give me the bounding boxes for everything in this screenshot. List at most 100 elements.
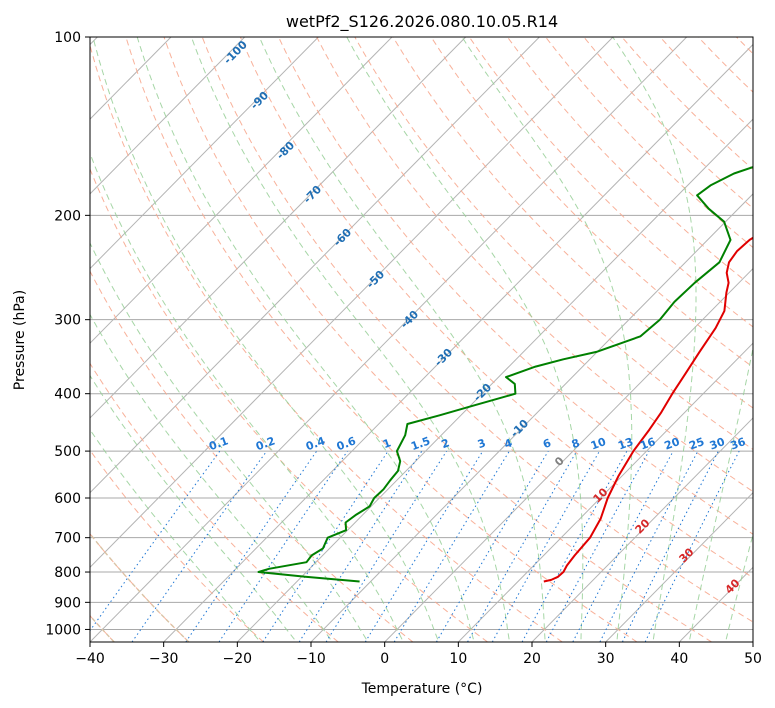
- mixing-ratio-label: 0.1: [207, 434, 230, 453]
- y-tick-label: 400: [54, 387, 81, 403]
- dry-adiabat-line: [90, 167, 488, 642]
- y-tick-label: 500: [54, 444, 81, 460]
- mixing-ratio-line: [393, 450, 510, 642]
- mixing-ratio-label: 8: [570, 436, 582, 451]
- moist-adiabat-line: [258, 37, 546, 640]
- isotherm-line: [236, 118, 753, 642]
- mixing-ratio-label: 30: [708, 435, 727, 453]
- sounding-profiles: [257, 166, 753, 583]
- isotherm-line: [163, 43, 753, 642]
- x-tick-label: 20: [523, 651, 541, 667]
- mixing-ratio-label: 20: [663, 435, 682, 453]
- moist-adiabat-line: [725, 532, 753, 640]
- y-axis-label: Pressure (hPa): [12, 290, 28, 390]
- mixing-ratio-line: [364, 450, 484, 642]
- mixing-ratio-line: [298, 450, 423, 642]
- y-tick-label: 300: [54, 313, 81, 329]
- isotherm-line: [90, 37, 540, 494]
- mixing-ratio-line: [325, 450, 448, 642]
- isotherm-line: [90, 37, 614, 568]
- mixing-ratio-label: 1.5: [409, 434, 432, 453]
- mixing-ratio-line: [90, 450, 221, 632]
- x-tick-label: 40: [670, 651, 688, 667]
- isotherm-line: [384, 267, 753, 642]
- isotherm-line: [752, 641, 753, 642]
- mixing-ratio-line: [131, 450, 268, 642]
- isotherm-line: [90, 37, 688, 642]
- y-tick-label: 600: [54, 491, 81, 507]
- isotherm-line: [90, 37, 393, 344]
- mixing-ratio-label: 6: [541, 436, 553, 451]
- y-tick-label: 700: [54, 531, 81, 547]
- moist-adiabat-line: [136, 37, 474, 640]
- y-tick-label: 800: [54, 565, 81, 581]
- background-lines: [90, 37, 753, 642]
- moist-adiabat-line: [346, 37, 584, 640]
- y-tick-label: 1000: [45, 622, 81, 638]
- isotherm-line: [90, 37, 467, 419]
- x-tick-label: −30: [149, 651, 179, 667]
- plot-frame: [89, 36, 754, 643]
- dry-adiabat-line: [583, 37, 753, 209]
- dry-adiabat-line: [201, 37, 753, 623]
- moist-adiabat-line: [689, 345, 753, 640]
- mixing-ratio-label: 0.6: [335, 434, 358, 453]
- dry-adiabat-line: [468, 37, 753, 328]
- mixing-ratio-line: [545, 450, 650, 642]
- mixing-ratio-label: 1: [381, 436, 393, 451]
- mixing-ratio-label: 0.2: [254, 434, 277, 453]
- x-tick-label: 50: [744, 651, 762, 667]
- dry-adiabat-line: [430, 37, 753, 368]
- dewpoint-line: [257, 166, 753, 583]
- y-tick-label: 200: [54, 208, 81, 224]
- x-tick-label: 30: [597, 651, 615, 667]
- mixing-ratio-label: 3: [476, 436, 488, 451]
- isotherm-line: [457, 342, 753, 642]
- mixing-ratio-line: [467, 450, 578, 642]
- y-tick-label: 900: [54, 595, 81, 611]
- dry-adiabat-line: [125, 37, 638, 642]
- moist-adiabat-line: [612, 37, 697, 640]
- dry-adiabat-line: [163, 37, 712, 642]
- dry-adiabat-line: [90, 449, 264, 642]
- isotherm-line: [90, 37, 319, 270]
- plot-background: [90, 37, 753, 642]
- x-tick-label: −20: [223, 651, 253, 667]
- mixing-ratio-label: 4: [502, 436, 514, 451]
- moist-adiabat-line: [90, 428, 259, 640]
- isotherm-line: [90, 37, 246, 195]
- dry-adiabat-line: [354, 37, 753, 451]
- dry-adiabat-line: [392, 37, 753, 409]
- isotherm-line: [531, 417, 753, 642]
- axis-ticks: −40 −30 −20 −10 0 10 20 30 40 5010020030040050060…: [45, 30, 762, 667]
- temperature-line: [543, 236, 753, 583]
- x-tick-label: 0: [380, 651, 389, 667]
- mixing-ratio-label: 10: [589, 435, 608, 453]
- moist-adiabat-line: [90, 152, 403, 640]
- mixing-ratio-label: 2: [440, 436, 452, 451]
- mixing-ratio-label: 25: [687, 435, 706, 452]
- dry-adiabat-line: [90, 270, 414, 642]
- mixing-ratio-line: [521, 450, 628, 642]
- moist-adiabat-line: [461, 37, 633, 640]
- x-axis-label: Temperature (°C): [361, 681, 483, 697]
- moist-adiabat-line: [90, 241, 367, 640]
- mixing-ratio-label: 0.4: [304, 434, 327, 453]
- moist-adiabat-line: [92, 37, 439, 640]
- mixing-ratio-label: 16: [638, 435, 657, 453]
- dry-adiabat-line: [239, 37, 753, 579]
- mixing-ratio-line: [491, 450, 600, 642]
- x-tick-label: 10: [449, 651, 467, 667]
- dry-adiabat-line: [545, 37, 753, 249]
- mixing-ratio-label: 36: [729, 435, 748, 453]
- moist-adiabat-line: [190, 37, 510, 640]
- mixing-ratio-line: [435, 450, 549, 642]
- chart-title: wetPf2_S126.2026.080.10.05.R14: [286, 12, 558, 32]
- y-tick-label: 100: [54, 30, 81, 46]
- dry-adiabat-line: [278, 37, 753, 535]
- isotherm-line: [605, 491, 753, 642]
- x-tick-label: −40: [75, 651, 105, 667]
- x-tick-label: −10: [296, 651, 326, 667]
- mixing-ratio-label: 13: [616, 435, 635, 452]
